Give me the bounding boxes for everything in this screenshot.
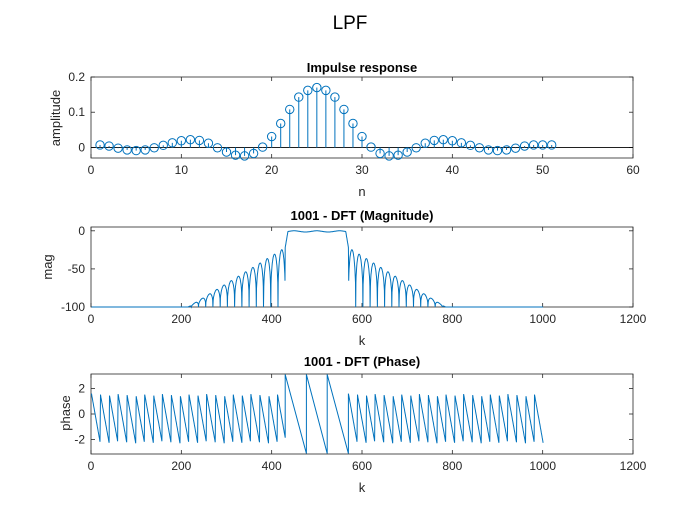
impulse-xtick-label: 0 <box>88 163 95 177</box>
impulse-point <box>330 92 340 102</box>
impulse-xtick-label: 60 <box>626 163 640 177</box>
impulse-point <box>230 150 241 160</box>
impulse-point <box>393 150 403 160</box>
impulse-point <box>429 135 439 146</box>
impulse-point <box>303 85 313 96</box>
impulse-point <box>348 118 358 129</box>
impulse-point <box>276 118 286 129</box>
impulse-point <box>266 131 277 142</box>
impulse-point <box>547 140 557 150</box>
magnitude-xtick-label: 600 <box>352 312 372 326</box>
impulse-point <box>122 145 132 155</box>
impulse-point <box>95 140 105 150</box>
phase-xtick-label: 1000 <box>529 459 556 473</box>
phase-series-line <box>91 374 544 454</box>
magnitude-xtick-label: 1200 <box>620 312 647 326</box>
impulse-point <box>402 147 412 157</box>
impulse-point <box>140 145 150 155</box>
phase-xtick-label: 600 <box>352 459 372 473</box>
impulse-point <box>420 138 430 148</box>
magnitude-xtick-label: 0 <box>88 312 95 326</box>
impulse-xtick-label: 50 <box>536 163 550 177</box>
impulse-point <box>321 85 331 96</box>
impulse-point <box>366 142 376 152</box>
impulse-point <box>185 134 196 145</box>
impulse-point <box>537 140 548 150</box>
magnitude-ytick-label: 0 <box>78 224 85 238</box>
impulse-ylabel: amplitude <box>48 90 63 146</box>
impulse-point <box>239 151 250 161</box>
impulse-ytick-label: 0.1 <box>68 105 85 119</box>
impulse-point <box>104 141 114 151</box>
impulse-point <box>384 151 394 161</box>
phase-ytick-label: -2 <box>74 432 85 446</box>
impulse-point <box>510 143 521 153</box>
magnitude-xtick-label: 200 <box>171 312 191 326</box>
impulse-point <box>131 145 141 156</box>
impulse-point <box>528 140 539 150</box>
impulse-point <box>519 141 530 151</box>
impulse-point <box>149 143 159 153</box>
phase-xtick-label: 400 <box>262 459 282 473</box>
impulse-point <box>221 147 232 157</box>
phase-title: 1001 - DFT (Phase) <box>304 354 420 369</box>
impulse-point <box>438 134 448 145</box>
impulse-xtick-label: 40 <box>446 163 460 177</box>
impulse-point <box>158 140 168 151</box>
impulse-xtick-label: 10 <box>175 163 189 177</box>
impulse-point <box>203 138 214 148</box>
impulse-point <box>492 145 503 156</box>
impulse-point <box>501 145 512 155</box>
impulse-title: Impulse response <box>307 60 418 75</box>
impulse-ytick-label: 0 <box>78 140 85 154</box>
impulse-xtick-label: 30 <box>355 163 369 177</box>
phase-plot-area <box>90 373 634 455</box>
impulse-point <box>113 143 123 153</box>
impulse-point <box>167 138 178 148</box>
magnitude-xlabel: k <box>359 333 366 348</box>
figure-title: LPF <box>333 13 368 34</box>
phase-ytick-label: 2 <box>78 382 85 396</box>
phase-xtick-label: 200 <box>171 459 191 473</box>
phase-ylabel: phase <box>58 395 73 430</box>
magnitude-ylabel: mag <box>40 254 55 279</box>
impulse-point <box>312 82 322 93</box>
impulse-point <box>357 131 367 142</box>
impulse-point <box>375 148 385 159</box>
magnitude-xtick-label: 1000 <box>529 312 556 326</box>
magnitude-series-line <box>91 230 544 309</box>
magnitude-xtick-label: 400 <box>262 312 282 326</box>
magnitude-ytick-label: -100 <box>61 300 85 314</box>
impulse-point <box>285 104 295 115</box>
impulse-point <box>339 104 349 115</box>
phase-xtick-label: 800 <box>442 459 462 473</box>
impulse-axes: Impulse response n amplitude 0 10 20 30 40 50… <box>48 60 640 199</box>
impulse-point <box>456 138 467 148</box>
magnitude-title: 1001 - DFT (Magnitude) <box>290 208 433 223</box>
phase-xtick-label: 1200 <box>620 459 647 473</box>
phase-axes: 1001 - DFT (Phase) k phase 0 200 400 600 800… <box>58 354 647 495</box>
impulse-point <box>176 136 187 146</box>
impulse-point <box>257 142 268 152</box>
phase-xlabel: k <box>359 480 366 495</box>
magnitude-axes: 1001 - DFT (Magnitude) k mag 0 200 400 600 8… <box>40 208 647 348</box>
phase-xtick-label: 0 <box>88 459 95 473</box>
impulse-point <box>411 143 421 153</box>
impulse-point <box>465 140 476 151</box>
impulse-point <box>212 143 223 153</box>
magnitude-ytick-label: -50 <box>68 262 86 276</box>
impulse-ytick-label: 0.2 <box>68 70 85 84</box>
magnitude-xtick-label: 800 <box>442 312 462 326</box>
impulse-point <box>248 148 259 159</box>
impulse-point <box>194 135 205 146</box>
phase-ytick-label: 0 <box>78 407 85 421</box>
impulse-point <box>483 145 494 155</box>
impulse-xtick-label: 20 <box>265 163 279 177</box>
impulse-point <box>447 136 458 146</box>
impulse-point <box>474 143 485 153</box>
impulse-xlabel: n <box>358 184 365 199</box>
impulse-point <box>294 92 304 102</box>
